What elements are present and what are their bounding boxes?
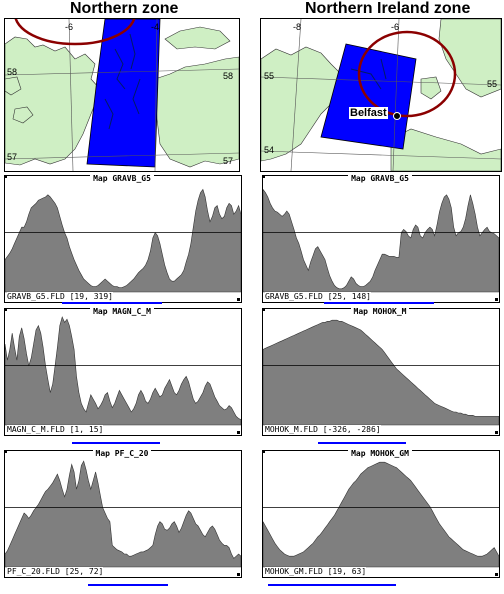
profile-title: Map MAGN_C_M (4, 307, 240, 316)
corner-marker (262, 450, 265, 453)
lon-label: -8 (293, 22, 302, 32)
profile-title: Map GRAVB_G5 (4, 174, 240, 183)
northern-zone-title: Northern zone (70, 0, 179, 17)
profile-field-label: GRAVB_G5.FLD [19, 319] (7, 292, 113, 301)
lat-label: 55 (487, 79, 498, 89)
profile-underline (88, 584, 168, 586)
corner-marker (237, 431, 240, 434)
corner-marker (495, 431, 498, 434)
profile-plot (263, 188, 499, 293)
profile-title-text: Map PF_C_20 (92, 449, 152, 458)
profile-title-text: Map GRAVB_G5 (348, 174, 412, 183)
profile-panel-left-3: Map PF_C_20 PF_C_20.FLD [25, 72] (4, 449, 242, 578)
corner-marker (4, 175, 7, 178)
profile-panel-left-1: Map GRAVB_G5 GRAVB_G5.FLD [19, 319] (4, 174, 242, 303)
lon-label: -6 (65, 22, 74, 32)
corner-marker (237, 298, 240, 301)
profile-plot (263, 461, 499, 568)
lat-label: 58 (7, 67, 18, 77)
profile-area (263, 461, 499, 568)
profile-underline (324, 302, 434, 304)
northern-zone-map: -6 -4 58 58 57 57 (4, 18, 240, 172)
profile-area (263, 319, 499, 426)
profile-title-text: Map GRAVB_G5 (90, 174, 154, 183)
corner-marker (495, 573, 498, 576)
corner-marker (4, 308, 7, 311)
profile-area (5, 316, 241, 426)
lat-label: 55 (264, 71, 275, 81)
corner-marker (237, 573, 240, 576)
profile-title: Map MOHOK_M (262, 307, 498, 316)
profile-panel-right-3: Map MOHOK_GM MOHOK_GM.FLD [19, 63] (262, 449, 500, 578)
lat-label: 57 (7, 152, 18, 162)
profile-title-text: Map MOHOK_GM (348, 449, 412, 458)
profile-title: Map PF_C_20 (4, 449, 240, 458)
profile-area (5, 460, 241, 568)
profile-plot (5, 188, 241, 293)
profile-plot (263, 319, 499, 426)
lat-label: 58 (223, 71, 234, 81)
profile-panel-right-1: Map GRAVB_G5 GRAVB_G5.FLD [25, 148] (262, 174, 500, 303)
profile-underline (62, 302, 162, 304)
profile-field-label: MOHOK_M.FLD [-326, -286] (265, 425, 381, 434)
corner-marker (262, 175, 265, 178)
profile-field-label: MOHOK_GM.FLD [19, 63] (265, 567, 367, 576)
profile-plot (5, 460, 241, 568)
profile-field-label: PF_C_20.FLD [25, 72] (7, 567, 104, 576)
corner-marker (262, 308, 265, 311)
profile-title: Map GRAVB_G5 (262, 174, 498, 183)
lon-label: -4 (151, 22, 160, 32)
profile-field-label: MAGN_C_M.FLD [1, 15] (7, 425, 104, 434)
profile-title-text: Map MAGN_C_M (90, 307, 154, 316)
city-label-belfast: Belfast (349, 107, 388, 119)
profile-area (5, 188, 241, 293)
profile-plot (5, 316, 241, 426)
corner-marker (4, 450, 7, 453)
profile-underline (72, 442, 160, 444)
profile-field-label: GRAVB_G5.FLD [25, 148] (265, 292, 371, 301)
northern-ireland-zone-title: Northern Ireland zone (305, 0, 471, 17)
profile-title-text: Map MOHOK_M (350, 307, 410, 316)
lat-label: 57 (223, 156, 234, 166)
profile-underline (268, 584, 396, 586)
profile-underline (318, 442, 406, 444)
northern-ireland-zone-map: -8 -6 55 55 54 Belfast (260, 18, 502, 172)
corner-marker (495, 298, 498, 301)
profile-panel-left-2: Map MAGN_C_M MAGN_C_M.FLD [1, 15] (4, 307, 242, 436)
profile-area (263, 188, 499, 293)
profile-panel-right-2: Map MOHOK_M MOHOK_M.FLD [-326, -286] (262, 307, 500, 436)
lat-label: 54 (264, 145, 275, 155)
profile-title: Map MOHOK_GM (262, 449, 498, 458)
lon-label: -6 (391, 22, 400, 32)
